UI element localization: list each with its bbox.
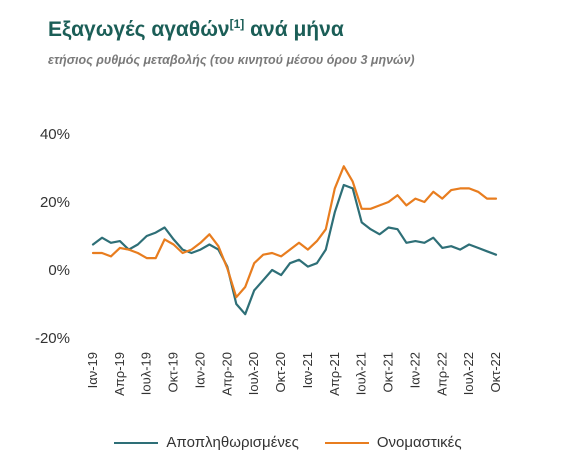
x-tick-label: Ιαν-20: [192, 352, 207, 388]
chart-subtitle: ετήσιος ρυθμός μεταβολής (του κινητού μέ…: [48, 53, 415, 67]
title-footnote: [1]: [229, 17, 245, 31]
y-tick-label: 0%: [48, 262, 70, 279]
x-tick-label: Οκτ-19: [166, 352, 181, 393]
legend: Αποπληθωρισμένες Ονομαστικές: [0, 434, 576, 451]
x-tick-label: Ιουλ-20: [246, 352, 261, 395]
chart-title-suffix: ανά μήνα: [250, 18, 344, 41]
x-tick-label: Απρ-21: [327, 352, 342, 396]
legend-label-deflated: Αποπληθωρισμένες: [166, 434, 299, 451]
x-tick-label: Οκτ-21: [381, 352, 396, 393]
legend-swatch-deflated: [114, 441, 159, 444]
series-line-deflated: [91, 183, 498, 316]
y-tick-label: 20%: [40, 194, 70, 211]
y-tick-label: 40%: [40, 126, 70, 143]
x-tick-label: Απρ-19: [112, 352, 127, 396]
x-tick-label: Ιαν-19: [85, 352, 100, 388]
x-tick-label: Ιουλ-21: [354, 352, 369, 395]
series-line-nominal: [91, 165, 498, 299]
y-tick-label: -20%: [35, 330, 70, 347]
x-tick-label: Οκτ-20: [273, 352, 288, 393]
x-tick-label: Ιαν-22: [407, 352, 422, 388]
x-tick-label: Ιαν-21: [300, 352, 315, 388]
legend-item-nominal: Ονομαστικές: [324, 434, 462, 451]
chart-title: Εξαγωγές αγαθών[1] ανά μήνα: [48, 18, 344, 42]
x-tick-label: Ιουλ-19: [139, 352, 154, 395]
legend-item-deflated: Αποπληθωρισμένες: [114, 434, 299, 451]
legend-label-nominal: Ονομαστικές: [376, 434, 462, 451]
line-chart: 40% 20% 0% -20% Ιαν-19 Απρ-19 Ιουλ-19 Οκτ-19 Ιαν…: [35, 126, 503, 396]
x-tick-label: Απρ-20: [219, 352, 234, 396]
x-tick-label: Απρ-22: [434, 352, 449, 396]
x-tick-label: Ιουλ-22: [461, 352, 476, 395]
chart-title-main: Εξαγωγές αγαθών: [48, 18, 230, 41]
legend-swatch-nominal: [324, 441, 369, 444]
x-tick-label: Οκτ-22: [488, 352, 503, 393]
